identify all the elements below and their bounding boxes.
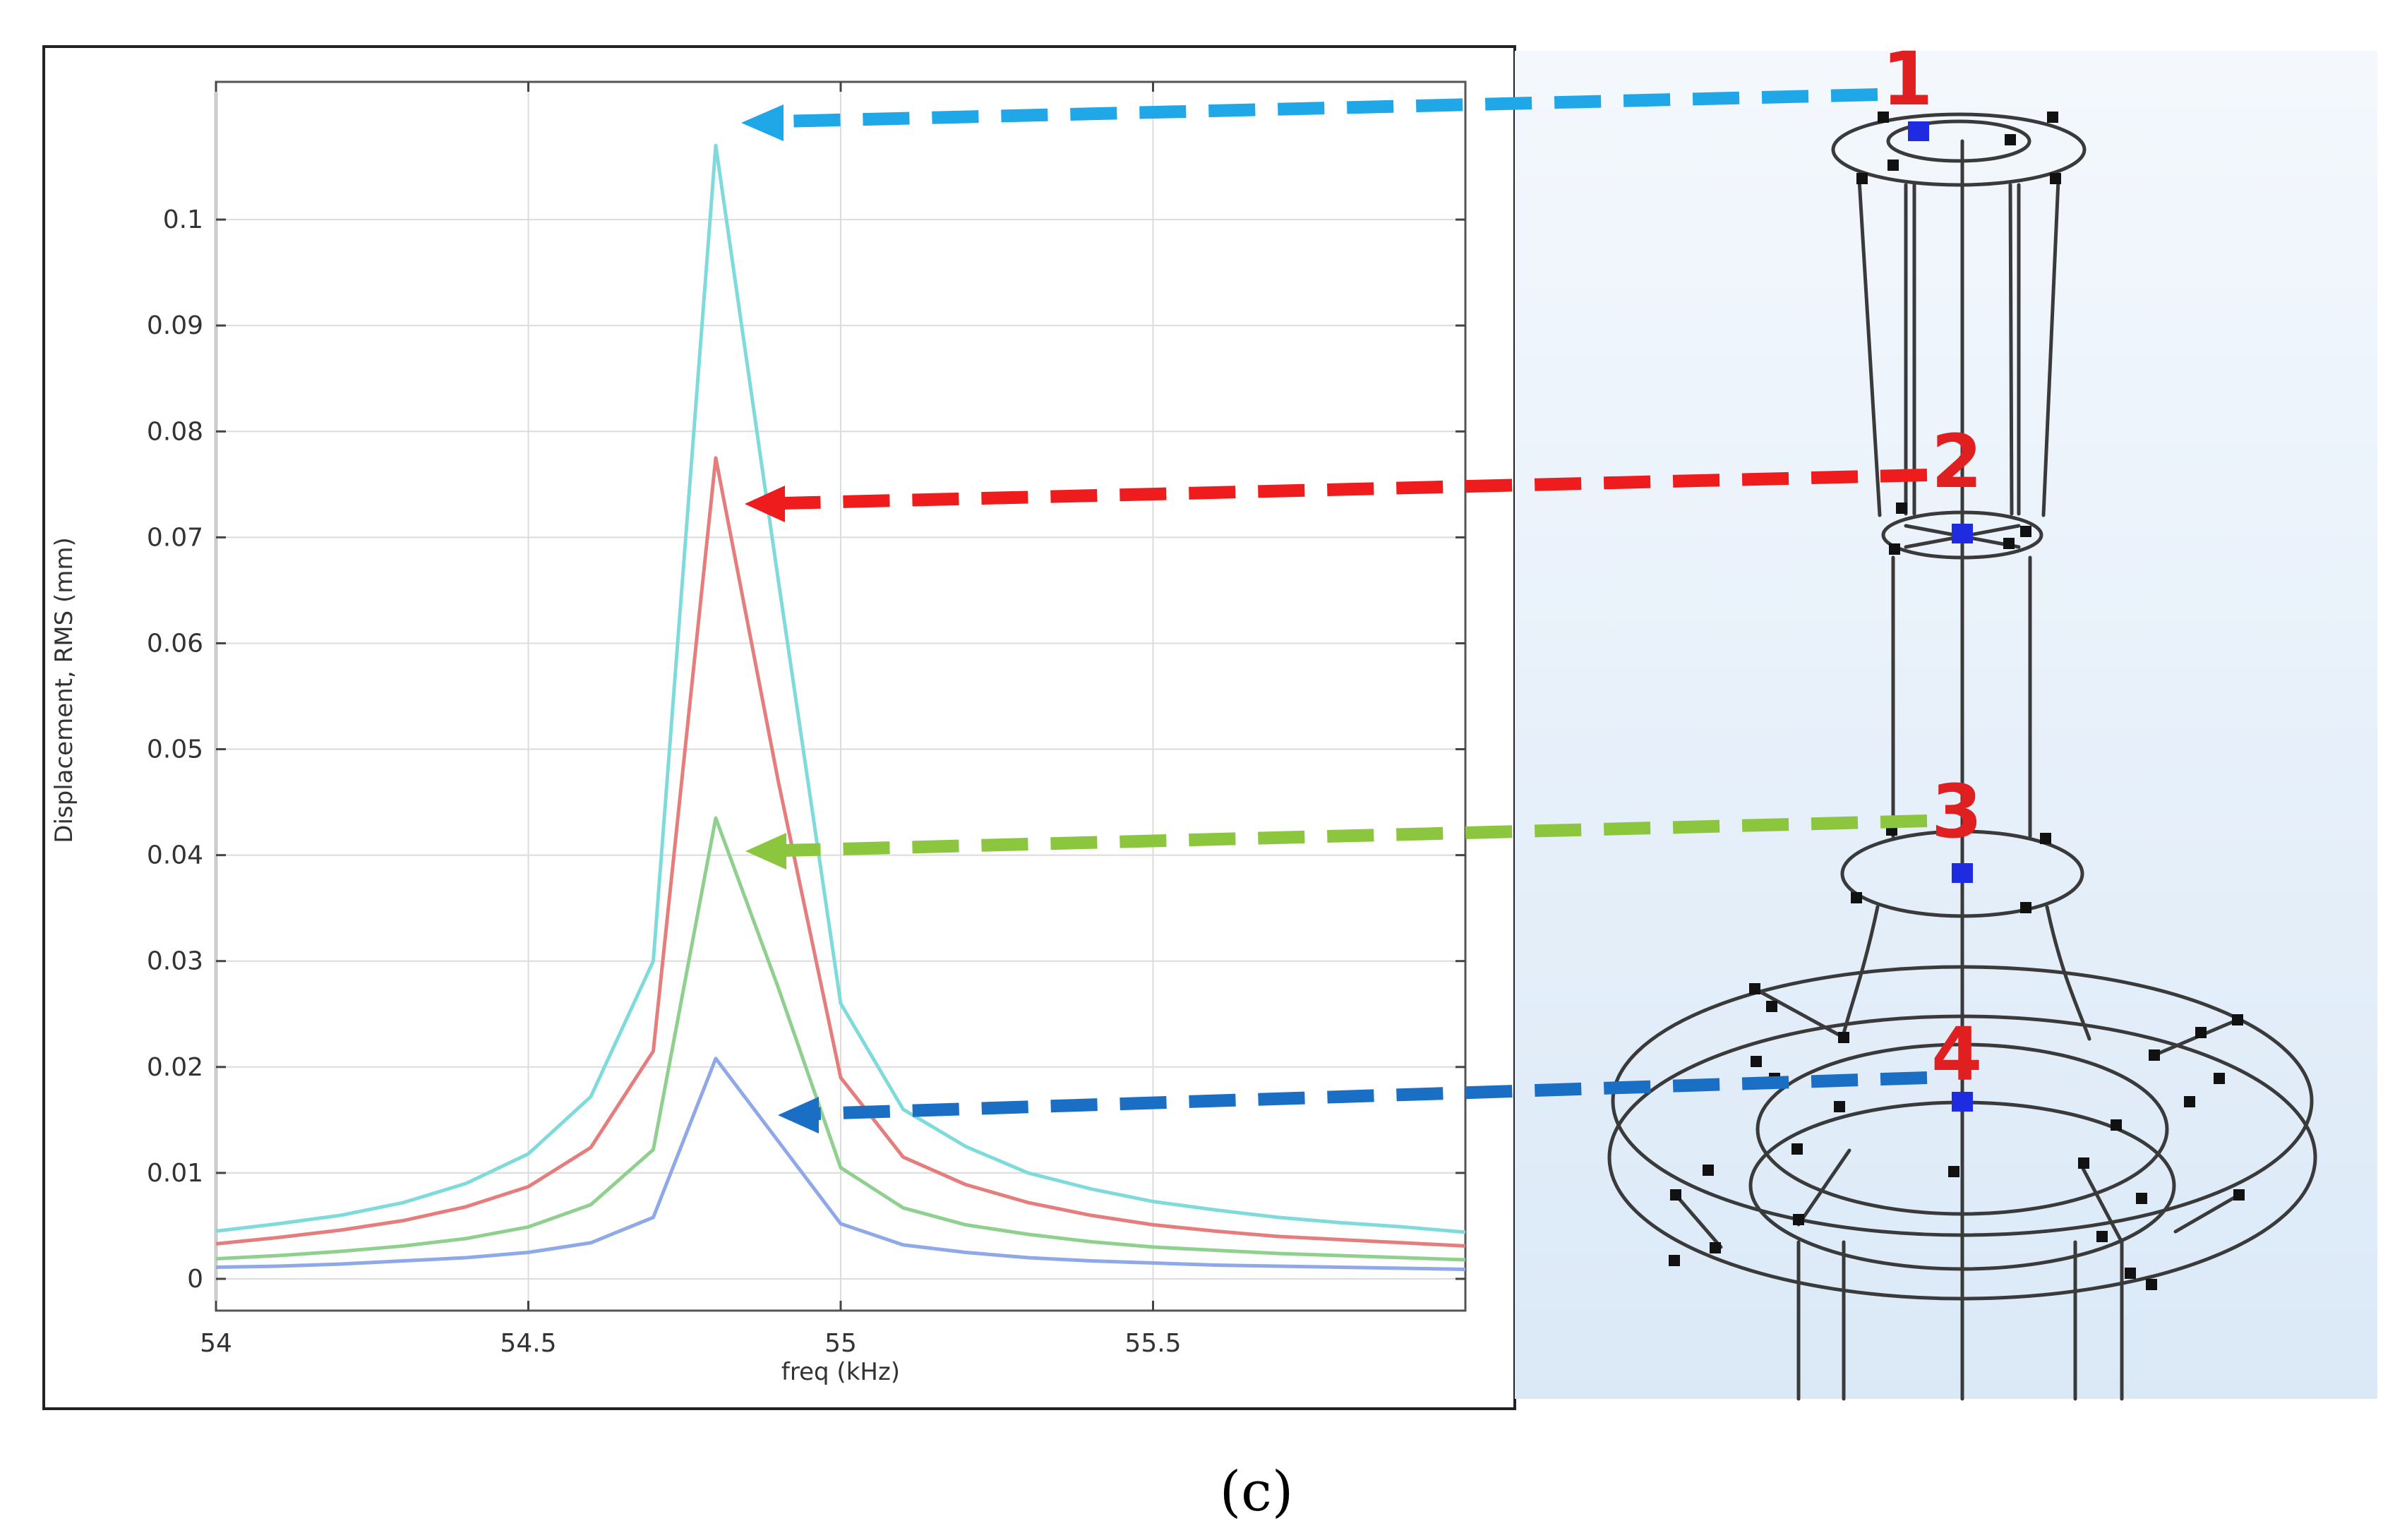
wireframe-lines [1607,112,2317,1401]
series-line-1 [215,143,1466,1234]
arrow-line-2 [783,469,1928,510]
arrow-line-1 [779,88,1878,128]
arrowhead-4 [778,1097,819,1133]
arrow-point-2 [745,469,1928,522]
y-tick-label: 0.01 [147,1159,203,1188]
model-nodes [1669,112,2245,1290]
measurement-point-1 [1908,121,1929,141]
x-tick-label: 54 [200,1329,232,1358]
y-tick-label: 0.05 [147,735,203,764]
arrowhead-1 [741,104,784,141]
measurement-point-4 [1952,1092,1973,1112]
connector-arrows [741,88,1928,1133]
chart-panel: 0 0.01 0.02 0.03 0.04 0.05 0.06 0.07 0.08 0.09 0.1… [42,45,1516,1410]
x-tick-labels: 54 54.5 55 55.5 [200,1329,1181,1358]
y-tick-label: 0.02 [147,1053,203,1082]
x-axis-title: freq (kHz) [781,1358,900,1386]
series-line-2 [215,456,1466,1248]
series-line-3 [215,816,1466,1262]
y-tick-labels: 0 0.01 0.02 0.03 0.04 0.05 0.06 0.07 0.08 0.09 0.1 [147,205,203,1294]
point-label-3: 3 [1931,769,1982,855]
arrow-point-1 [741,88,1878,141]
arrow-line-3 [784,814,1928,857]
arrowhead-3 [745,833,786,870]
series-line-4 [215,1057,1466,1271]
figure-label: (c) [1220,1460,1294,1524]
y-tick-label: 0.04 [147,841,203,870]
measurement-point-2 [1952,524,1973,543]
y-tick-label: 0.07 [147,523,203,552]
point-label-2: 2 [1931,419,1982,505]
y-tick-label: 0 [187,1265,203,1294]
wireframe-model: 1 2 3 4 [1515,36,2377,1401]
point-label-4: 4 [1931,1011,1982,1097]
x-tick-label: 55 [824,1329,857,1358]
x-tick-label: 54.5 [500,1329,556,1358]
arrowhead-2 [745,486,785,522]
y-tick-label: 0.03 [147,947,203,976]
point-labels: 1 2 3 4 [1882,36,1982,1097]
arrow-line-4 [817,1071,1928,1120]
y-tick-label: 0.06 [147,629,203,658]
arrow-point-4 [778,1071,1928,1133]
series-lines [215,143,1466,1271]
measurement-points [1908,121,1973,1112]
x-tick-label: 55.5 [1124,1329,1181,1358]
arrow-point-3 [745,814,1928,870]
y-tick-label: 0.09 [147,311,203,340]
measurement-point-3 [1952,863,1973,883]
y-axis-title: Displacement, RMS (mm) [50,537,78,843]
grid [215,82,1465,1311]
y-tick-label: 0.08 [147,417,203,446]
model-background [1515,51,2377,1399]
tick-marks [215,82,1465,1311]
point-label-1: 1 [1882,36,1933,122]
y-tick-label: 0.1 [163,205,203,234]
